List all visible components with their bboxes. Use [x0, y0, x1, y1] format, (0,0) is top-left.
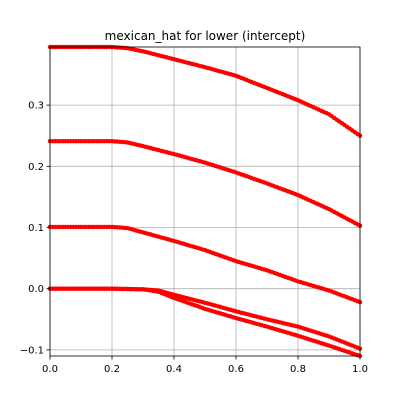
y-tick-label: 0.1 [28, 223, 44, 234]
x-tick-label: 0.6 [228, 364, 244, 375]
axis-ticks: 0.0 0.2 0.4 0.6 0.8 1.0 −0.1 0.0 0.1 0.2 0.3 [20, 101, 368, 375]
data-series-3 [47, 224, 363, 305]
x-tick-label: 0.2 [104, 364, 120, 375]
data-series-1 [47, 44, 363, 138]
x-tick-label: 0.8 [290, 364, 306, 375]
y-tick-label: 0.2 [28, 162, 44, 173]
y-tick-label: 0.3 [28, 101, 44, 112]
chart-title: mexican_hat for lower (intercept) [105, 29, 306, 43]
x-tick-label: 0.0 [42, 364, 58, 375]
y-tick-label: −0.1 [20, 345, 44, 356]
x-tick-label: 0.4 [166, 364, 182, 375]
x-tick-label: 1.0 [352, 364, 368, 375]
data-series-5 [47, 286, 363, 359]
plot-frame [49, 46, 361, 357]
data-series-2 [47, 139, 363, 228]
data-points [47, 44, 363, 359]
y-tick-label: 0.0 [28, 284, 44, 295]
